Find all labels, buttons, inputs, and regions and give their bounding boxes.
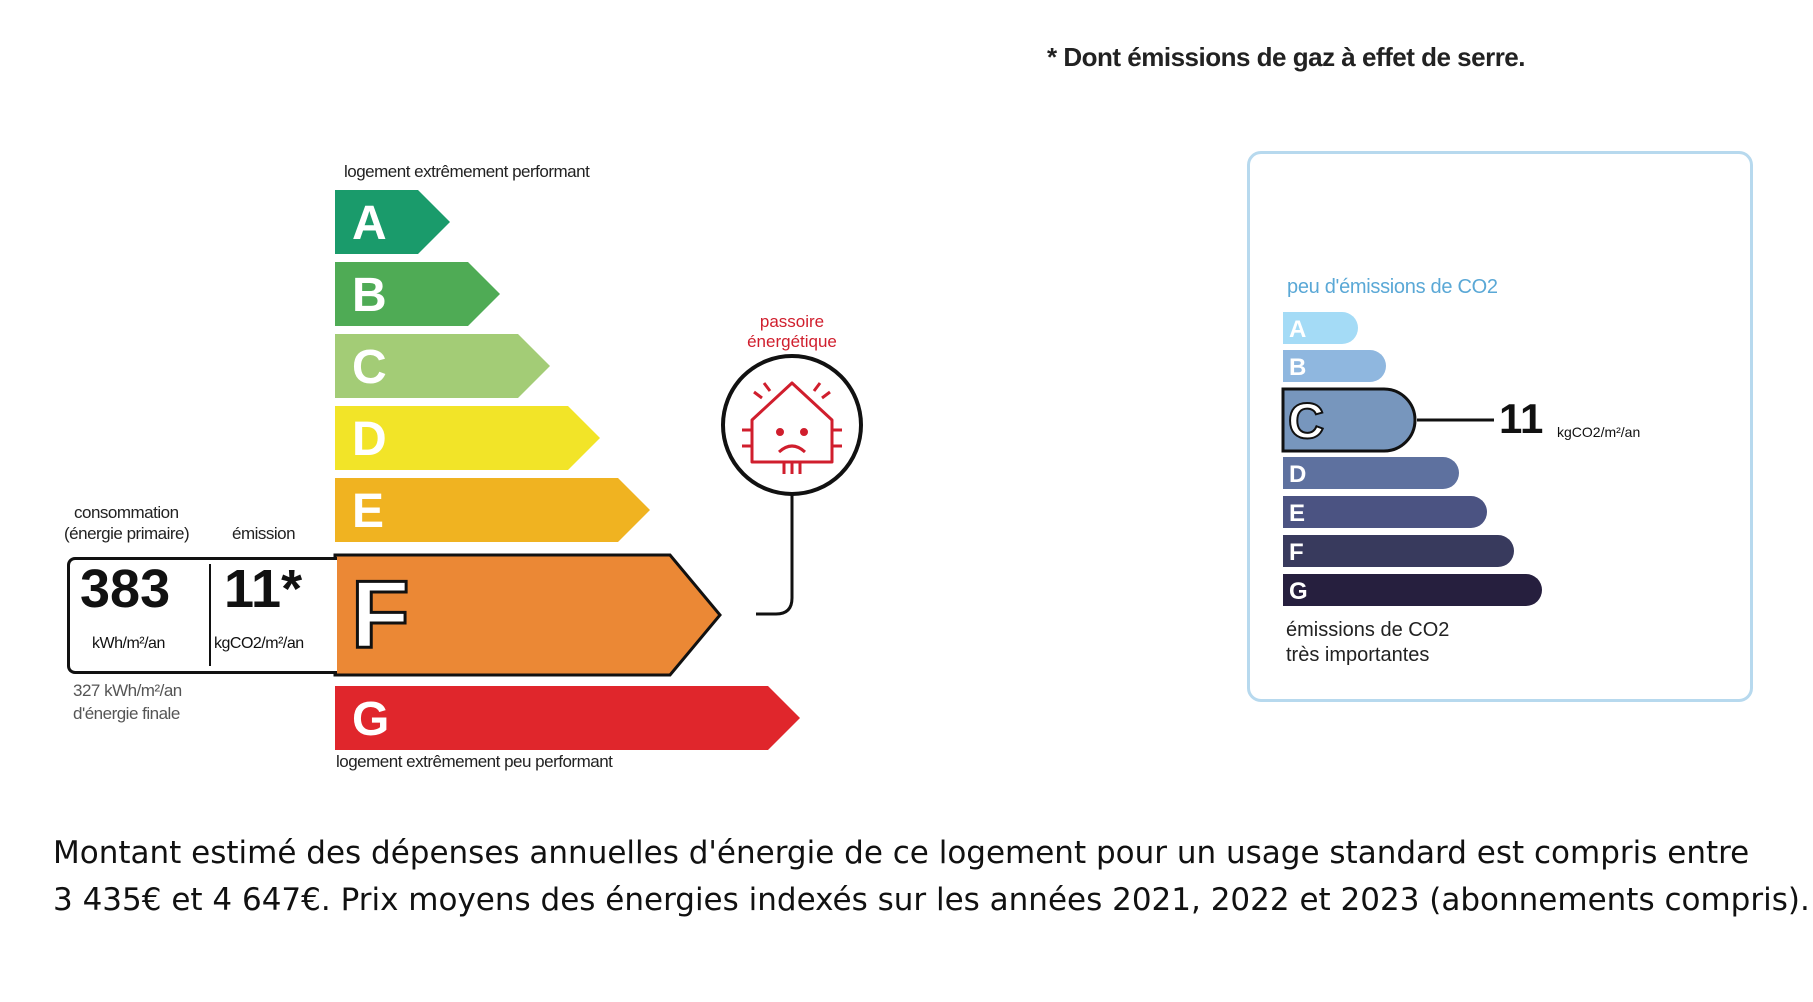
- final-energy-label: 327 kWh/m²/an d'énergie finale: [73, 679, 182, 725]
- passoire-label: passoire énergétique: [736, 312, 848, 352]
- primary-energy-label: (énergie primaire): [64, 524, 190, 543]
- emission-unit: kgCO2/m²/an: [214, 635, 304, 652]
- final-energy-caption: d'énergie finale: [73, 704, 180, 723]
- passoire-label-line-2: énergétique: [747, 332, 837, 351]
- dpe-class-g: G: [335, 686, 800, 750]
- final-energy-value: 327 kWh/m²/an: [73, 681, 182, 700]
- passoire-energetique-icon: [721, 354, 863, 616]
- energy-cost-line-2: 3 435€ et 4 647€. Prix moyens des énergi…: [53, 882, 1810, 918]
- dpe-class-letter: D: [352, 413, 387, 466]
- ges-value: 11: [1499, 395, 1544, 442]
- ges-class-letter: G: [1289, 578, 1308, 605]
- dpe-class-letter: B: [352, 269, 387, 322]
- ges-bottom-label: émissions de CO2 très importantes: [1286, 618, 1449, 668]
- consumption-box: [67, 557, 337, 674]
- emission-label: émission: [232, 524, 296, 543]
- dpe-class-d: D: [335, 406, 600, 470]
- dpe-class-letter: A: [352, 197, 387, 250]
- dpe-class-e: E: [335, 478, 650, 542]
- ges-class-f: F: [1283, 535, 1514, 567]
- emission-value: 11*: [224, 559, 303, 619]
- ges-class-a: A: [1283, 312, 1358, 344]
- ges-footnote: * Dont émissions de gaz à effet de serre…: [1047, 42, 1526, 72]
- passoire-label-line-1: passoire: [759, 312, 825, 331]
- consumption-divider: [209, 564, 211, 666]
- ges-class-c: C: [1281, 387, 1417, 453]
- dpe-top-label: logement extrêmement performant: [344, 162, 590, 181]
- dpe-class-letter: C: [352, 341, 387, 394]
- ges-class-b: B: [1283, 350, 1386, 382]
- ges-class-letter: D: [1289, 461, 1306, 488]
- ges-class-letter: A: [1289, 316, 1306, 343]
- consumption-unit: kWh/m²/an: [92, 635, 165, 652]
- ges-class-letter: B: [1289, 354, 1306, 381]
- ges-class-letter: E: [1289, 500, 1305, 527]
- consumption-label: consommation: [74, 503, 179, 522]
- dpe-class-letter: E: [352, 485, 384, 538]
- dpe-class-b: B: [335, 262, 500, 326]
- ges-top-label: peu d'émissions de CO2: [1287, 276, 1498, 298]
- ges-class-letter: C: [1288, 393, 1324, 449]
- ges-panel: [1247, 151, 1753, 702]
- dpe-class-letter: F: [351, 561, 410, 668]
- energy-cost-line-1: Montant estimé des dépenses annuelles d'…: [53, 835, 1750, 871]
- ges-class-g: G: [1283, 574, 1542, 606]
- ges-unit: kgCO2/m²/an: [1557, 424, 1641, 440]
- ges-class-d: D: [1283, 457, 1459, 489]
- ges-class-letter: F: [1289, 539, 1304, 566]
- ges-class-e: E: [1283, 496, 1487, 528]
- dpe-class-a: A: [335, 190, 450, 254]
- dpe-class-c: C: [335, 334, 550, 398]
- dpe-bottom-label: logement extrêmement peu performant: [336, 752, 613, 771]
- dpe-class-letter: G: [352, 693, 389, 746]
- ges-bottom-label-line-1: émissions de CO2: [1286, 619, 1450, 641]
- energy-cost-description: Montant estimé des dépenses annuelles d'…: [53, 830, 1810, 924]
- ges-bottom-label-line-2: très importantes: [1286, 644, 1430, 666]
- consumption-value: 383: [80, 559, 171, 619]
